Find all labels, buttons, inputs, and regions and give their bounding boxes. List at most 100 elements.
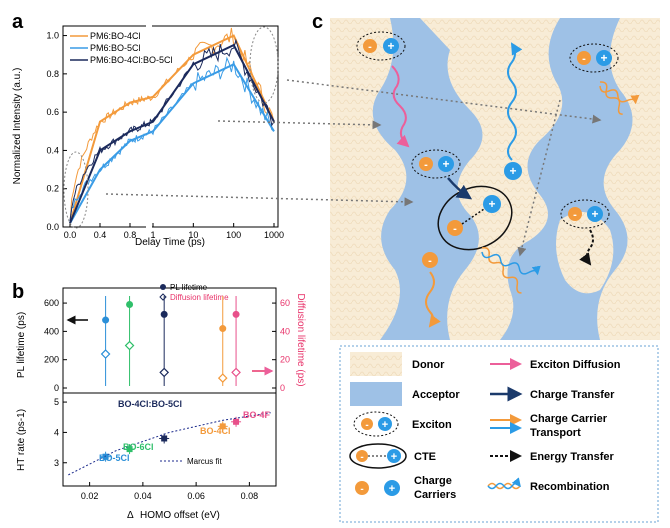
electron-icon (447, 220, 463, 236)
cte-bond (461, 208, 485, 225)
recombination-scene (481, 247, 541, 294)
legend-bo4cl: PM6:BO-4Cl (90, 31, 141, 41)
electron-transport-arrow (425, 271, 441, 328)
a-xtick-label: 10 (188, 230, 198, 240)
hole-icon (483, 195, 501, 213)
cte-scene (437, 185, 513, 251)
exciton-topleft (356, 31, 406, 61)
exciton-middle (411, 149, 461, 179)
legend-energy-transfer: Energy Transfer (530, 451, 614, 463)
donor-domain-left (330, 18, 407, 340)
pl-point-bo5cl (102, 316, 110, 324)
marcus-fit-curve (68, 412, 271, 476)
minus-text: - (428, 255, 432, 267)
exciton-topright (569, 43, 619, 73)
legend-diff-marker (159, 293, 167, 301)
pl-lifetime-ylabel: PL lifetime (ps) (16, 312, 27, 378)
a-xtick-label: 0.8 (124, 230, 137, 240)
minus-text: - (360, 484, 363, 495)
legend-pl-marker (160, 284, 166, 290)
ht-point-bo6cl (126, 446, 133, 453)
free-electron-icon (422, 252, 438, 268)
minus-text: - (573, 209, 577, 221)
a-xtick-label: 0.4 (94, 230, 107, 240)
plus-text: + (442, 157, 449, 171)
electron-icon (363, 39, 377, 53)
b-bot-ytick-label: 3 (54, 458, 59, 468)
legend-diffusion-lifetime: Diffusion lifetime (170, 293, 229, 302)
minus-text: - (360, 452, 363, 463)
panel-label-b: b (12, 281, 24, 303)
electron-icon (419, 157, 433, 171)
early-time-ellipse (63, 151, 89, 229)
hole-icon (587, 206, 603, 222)
panel-b-top-frame (62, 287, 277, 394)
legend-exciton-icon: - + (353, 411, 399, 437)
b-top-ytick-label: 600 (44, 298, 59, 308)
a-ytick-label: 1.0 (46, 31, 59, 41)
legend-acceptor: Acceptor (412, 389, 460, 401)
b-xtick-label: 0.08 (241, 491, 259, 501)
minus-text: - (424, 159, 428, 171)
legend-recombination: Recombination (530, 481, 610, 493)
panel-label-a: a (12, 11, 24, 33)
b-top-ytick-right-label: 0 (280, 383, 285, 393)
plus-text: + (389, 483, 395, 495)
a-xtick-label: 100 (226, 230, 241, 240)
diff-point-bo6cl (124, 340, 135, 351)
ht-point-bo4cl_bo5cl (161, 435, 168, 442)
legend-charge-carrier-transport: Charge Carrier Transport (530, 413, 608, 439)
a-ytick-label: 0.8 (46, 69, 59, 79)
legend-donor-swatch (350, 352, 402, 376)
label-bo4cl-bo5cl: BO-4Cl:BO-5Cl (118, 399, 182, 409)
panel-a-legend: PM6:BO-4Cl PM6:BO-5Cl PM6:BO-4Cl:BO-5Cl (70, 31, 173, 65)
homo-offset-xlabel: HOMO offset (eV) (140, 510, 220, 521)
hole-icon (383, 38, 399, 54)
legend-charge-transfer: Charge Transfer (530, 389, 615, 401)
legend-carriers-icon: - + (355, 480, 400, 496)
plus-text: + (391, 451, 397, 463)
label-bo4cl: BO-4Cl (200, 426, 231, 436)
charge-transfer-arrow (447, 177, 473, 200)
pl-point-bo4cl (219, 325, 227, 333)
panel-b-ticks: 0 200 400 600 0 20 40 60 3 4 5 0.02 0.04 0.06 0.08 (44, 298, 290, 501)
panel-b-bottom-frame (62, 392, 277, 487)
b-bot-ytick-label: 4 (54, 427, 59, 437)
panel-a-xticks: 0.0 0.4 0.8 1 10 100 1000 (64, 223, 284, 240)
plus-text: + (591, 207, 598, 221)
axis-break-top (146, 22, 152, 32)
panel-a-curves (69, 27, 275, 224)
pl-point-bo6cl (126, 300, 134, 308)
ht-rate-ylabel: HT rate (ps-1) (16, 409, 27, 471)
diffusion-lifetime-ylabel: Diffusion lifetime (ps) (295, 293, 306, 386)
legend-cte: CTE (414, 451, 436, 463)
plus-text: + (488, 197, 495, 211)
a-xtick-label: 1 (150, 230, 155, 240)
energy-transfer-arrow (579, 229, 594, 266)
minus-text: - (365, 420, 368, 431)
panel-a-ylabel: Normalized Intensity (a.u.) (12, 68, 23, 185)
exciton-right (560, 199, 610, 229)
b-xtick-label: 0.02 (81, 491, 99, 501)
panel-a-yticks: 0.0 0.2 0.4 0.6 0.8 1.0 (46, 31, 67, 232)
b-top-ytick-label: 0 (54, 383, 59, 393)
a-fit-1 (69, 63, 275, 224)
legend-pl-lifetime: PL lifetime (170, 283, 208, 292)
panel-b: 0 200 400 600 0 20 40 60 3 4 5 0.02 0.04 0.06 0.08 PL … (16, 283, 306, 521)
hole-transport-arrow (507, 42, 523, 161)
recombination-scene-2 (599, 81, 640, 115)
a-ytick-label: 0.0 (46, 222, 59, 232)
legend-recombination-icon (487, 477, 521, 490)
free-hole-icon (504, 162, 522, 180)
diff-point-bo4f (231, 367, 241, 378)
ht-point-bo4cl (219, 423, 226, 430)
legend-donor: Donor (412, 359, 445, 371)
plus-text: + (600, 51, 607, 65)
legend-cte-icon: - + (349, 443, 407, 469)
axis-break (146, 220, 152, 232)
diff-point-bo5cl (100, 349, 111, 359)
panel-a-xlabel: Delay Time (ps) (135, 237, 205, 248)
label-bo6cl: BO-6Cl (123, 442, 154, 452)
exciton-diffusion-arrow (391, 65, 410, 148)
